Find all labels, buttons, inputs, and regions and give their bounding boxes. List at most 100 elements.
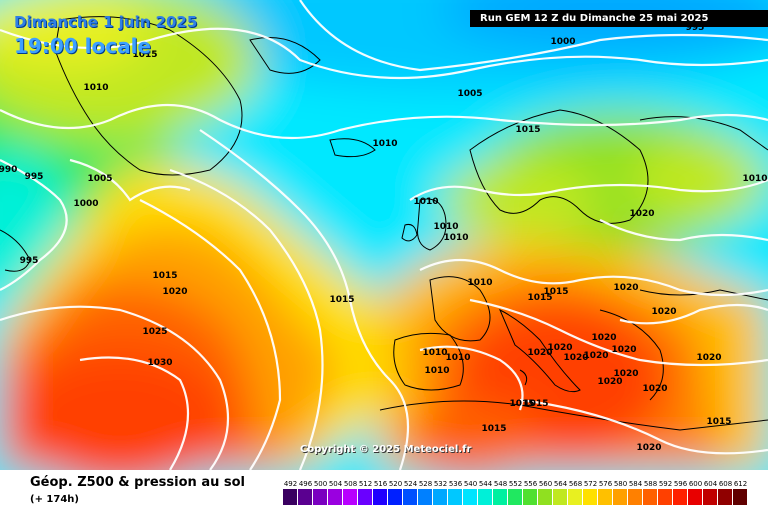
forecast-range: (+ 174h) [30, 494, 79, 505]
isobar-label: 1020 [563, 353, 588, 363]
scale-swatch [328, 489, 342, 505]
isobar-label: 1015 [527, 293, 552, 303]
isobar-label: 1000 [73, 199, 98, 209]
isobar-label: 995 [20, 256, 39, 266]
scale-swatch [553, 489, 567, 505]
scale-label: 608 [719, 480, 732, 488]
isobar-label: 1010 [422, 348, 447, 358]
scale-swatch [733, 489, 747, 505]
scale-label: 600 [689, 480, 702, 488]
scale-swatch [628, 489, 642, 505]
scale-label: 556 [524, 480, 538, 488]
scale-swatch [598, 489, 612, 505]
isobar-label: 1010 [433, 222, 458, 232]
color-scale-legend: 492 496 500 504 508 512 516 520 524 528 532 536 540 5… [283, 480, 747, 505]
scale-swatch [523, 489, 537, 505]
scale-label: 512 [359, 480, 372, 488]
isobar-label: 1010 [742, 174, 767, 184]
scale-swatch [388, 489, 402, 505]
isobar-label: 990 [0, 165, 17, 175]
scale-label: 504 [329, 480, 343, 488]
isobar-label: 1010 [467, 278, 492, 288]
scale-label: 580 [614, 480, 627, 488]
scale-swatch [358, 489, 372, 505]
scale-swatch [493, 489, 507, 505]
scale-label: 532 [434, 480, 447, 488]
scale-label: 492 [284, 480, 297, 488]
scale-swatch [343, 489, 357, 505]
isobar-label: 1020 [583, 351, 608, 361]
isobar-label: 1020 [651, 307, 676, 317]
scale-swatch [418, 489, 432, 505]
scale-swatch [643, 489, 657, 505]
scale-swatch [673, 489, 687, 505]
scale-swatch [448, 489, 462, 505]
isobar-label: 1005 [457, 89, 482, 99]
isobar-label: 1020 [613, 283, 638, 293]
isobar-label: 1015 [132, 50, 157, 60]
isobar-label: 1020 [597, 377, 622, 387]
scale-label: 572 [584, 480, 597, 488]
scale-swatch [373, 489, 387, 505]
isobar-label: 1010 [424, 366, 449, 376]
scale-swatch [463, 489, 477, 505]
scale-label: 536 [449, 480, 463, 488]
scale-label: 500 [314, 480, 327, 488]
scale-label: 612 [734, 480, 747, 488]
isobar-label: 1010 [445, 353, 470, 363]
isobar-label: 1015 [509, 399, 534, 409]
scale-swatch [583, 489, 597, 505]
scale-swatch [658, 489, 672, 505]
scale-label: 516 [374, 480, 388, 488]
run-info-banner: Run GEM 12 Z du Dimanche 25 mai 2025 [470, 10, 768, 27]
scale-label: 528 [419, 480, 432, 488]
isobar-label: 1010 [83, 83, 108, 93]
isobar-label: 1020 [642, 384, 667, 394]
scale-label: 544 [479, 480, 493, 488]
isobar-label: 995 [25, 172, 44, 182]
scale-label: 496 [299, 480, 313, 488]
isobar-label: 1015 [329, 295, 354, 305]
isobar-label: 1015 [523, 399, 548, 409]
isobar-label: 1010 [413, 197, 438, 207]
isobar-label: 1015 [481, 424, 506, 434]
scale-label: 568 [569, 480, 582, 488]
isobar-label: 1015 [152, 271, 177, 281]
isobar-label: 1015 [706, 417, 731, 427]
scale-swatch [568, 489, 582, 505]
isobar-label: 1020 [613, 369, 638, 379]
scale-swatch [613, 489, 627, 505]
isobar-label: 1020 [547, 343, 572, 353]
scale-swatch [688, 489, 702, 505]
isobar-label: 1010 [372, 139, 397, 149]
forecast-date: Dimanche 1 juin 2025 [14, 13, 198, 31]
isobar-label: 1020 [591, 333, 616, 343]
scale-label: 520 [389, 480, 402, 488]
scale-label: 576 [599, 480, 613, 488]
forecast-time: 19:00 locale [14, 34, 151, 58]
isobar-label: 995 [686, 23, 705, 33]
scale-label: 540 [464, 480, 477, 488]
isobar-label: 1015 [543, 287, 568, 297]
isobar-label: 1020 [162, 287, 187, 297]
scale-swatch [313, 489, 327, 505]
isobar-label: 1015 [515, 125, 540, 135]
isobar-label: 1000 [550, 37, 575, 47]
isobar-label: 1030 [147, 358, 172, 368]
scale-label: 508 [344, 480, 357, 488]
isobar-lines [0, 0, 768, 470]
scale-swatch [433, 489, 447, 505]
scale-label: 604 [704, 480, 718, 488]
scale-label: 552 [509, 480, 522, 488]
scale-label: 584 [629, 480, 643, 488]
scale-swatch [508, 489, 522, 505]
scale-swatch [538, 489, 552, 505]
coastlines [0, 16, 768, 431]
scale-swatch [298, 489, 312, 505]
pressure-map: 1015 1010 1000 995 1005 1015 1010 990 995 1005 100… [0, 0, 768, 470]
scale-label: 524 [404, 480, 418, 488]
geopotential-field [0, 0, 768, 470]
scale-swatch [283, 489, 297, 505]
scale-label: 560 [539, 480, 552, 488]
scale-swatch [478, 489, 492, 505]
